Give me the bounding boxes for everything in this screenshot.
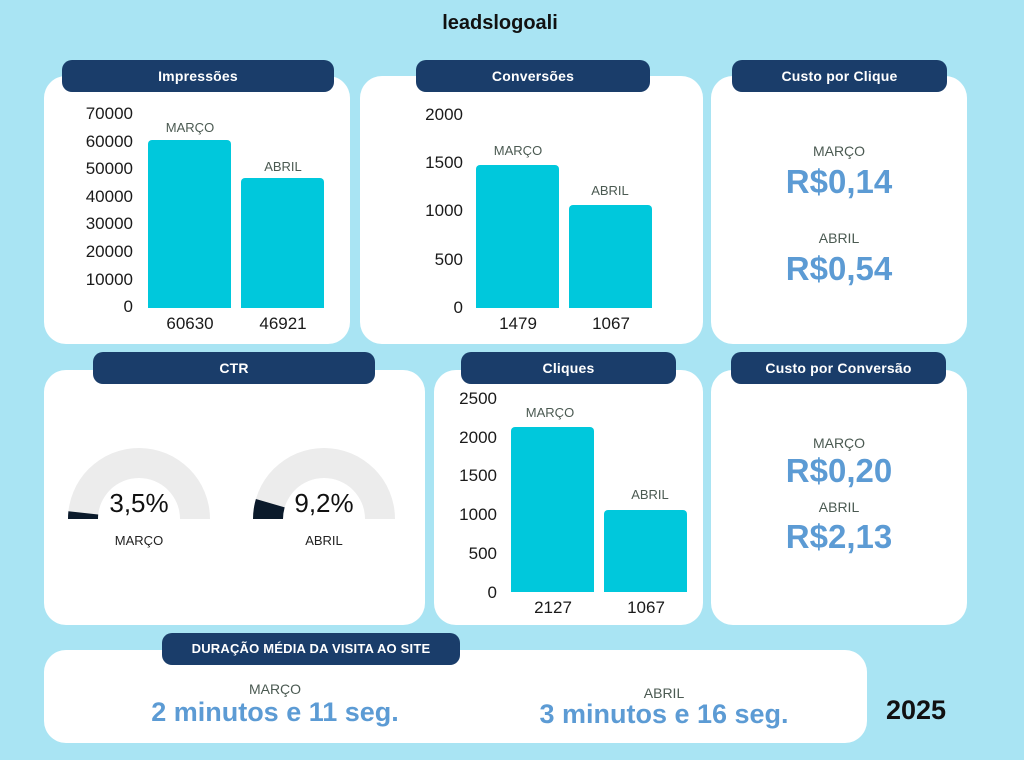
y-tick: 1000 <box>459 505 497 524</box>
cpc-april-label: ABRIL <box>818 230 860 246</box>
y-tick: 10000 <box>85 270 133 289</box>
brand-title: leadslogoali <box>442 12 558 34</box>
march-bar-label: MARÇO <box>493 143 543 158</box>
y-tick: 2000 <box>425 105 463 124</box>
ctr-april-label: ABRIL <box>305 533 343 548</box>
y-tick: 60000 <box>85 132 133 151</box>
ctr-title: CTR <box>93 352 375 384</box>
conversoes-march-bar <box>476 165 559 308</box>
impressoes-march-bar <box>148 140 231 308</box>
gauge-fill <box>253 499 285 519</box>
cpconv-march-label: MARÇO <box>812 435 866 451</box>
gauge-fill <box>67 511 99 519</box>
march-value-label: 1479 <box>499 314 537 333</box>
y-tick: 0 <box>487 583 497 602</box>
april-bar-label: ABRIL <box>264 159 302 174</box>
y-tick: 30000 <box>85 214 133 233</box>
march-bar-label: MARÇO <box>165 120 215 135</box>
cpconv-title: Custo por Conversão <box>731 352 946 384</box>
march-value-label: 60630 <box>166 314 214 333</box>
duracao-april-label: ABRIL <box>643 685 685 701</box>
y-tick: 500 <box>434 250 463 269</box>
ctr-march-label: MARÇO <box>114 533 164 548</box>
y-tick: 70000 <box>85 104 133 123</box>
y-tick: 50000 <box>85 159 133 178</box>
ctr-april-value: 9,2% <box>294 488 354 518</box>
cpc-title: Custo por Clique <box>732 60 947 92</box>
ctr-april-gauge <box>253 448 395 519</box>
cpc-march-value: R$0,14 <box>785 163 893 200</box>
y-tick: 1000 <box>425 201 463 220</box>
cpc-march-label: MARÇO <box>812 143 866 159</box>
y-tick: 1500 <box>459 466 497 485</box>
duracao-april-value: 3 minutos e 16 seg. <box>539 699 789 729</box>
conversoes-april-bar <box>569 205 652 308</box>
y-tick: 40000 <box>85 187 133 206</box>
cpconv-march-value: R$0,20 <box>785 452 893 489</box>
cliques-march-bar <box>511 427 594 592</box>
y-tick: 1500 <box>425 153 463 172</box>
cpc-card <box>711 76 967 344</box>
march-bar-label: MARÇO <box>525 405 575 420</box>
gauge-track <box>68 448 210 519</box>
gauge-track <box>253 448 395 519</box>
cpc-april-value: R$0,54 <box>785 250 893 287</box>
y-tick: 2500 <box>459 389 497 408</box>
cpconv-card <box>711 370 967 625</box>
march-value-label: 2127 <box>534 598 572 617</box>
april-value-label: 1067 <box>627 598 665 617</box>
april-bar-label: ABRIL <box>631 487 669 502</box>
y-tick: 0 <box>453 298 463 317</box>
y-tick: 2000 <box>459 428 497 447</box>
ctr-march-gauge <box>67 448 210 519</box>
duracao-march-value: 2 minutos e 11 seg. <box>151 697 399 727</box>
impressoes-april-bar <box>241 178 324 308</box>
impressoes-title: Impressões <box>62 60 334 92</box>
duracao-title: DURAÇÃO MÉDIA DA VISITA AO SITE <box>162 633 460 665</box>
april-value-label: 1067 <box>592 314 630 333</box>
cliques-april-bar <box>604 510 687 592</box>
duracao-march-label: MARÇO <box>248 681 302 697</box>
cliques-title: Cliques <box>461 352 676 384</box>
cpconv-april-value: R$2,13 <box>785 518 893 555</box>
duracao-card <box>44 650 867 743</box>
april-value-label: 46921 <box>259 314 307 333</box>
conversoes-title: Conversões <box>416 60 650 92</box>
april-bar-label: ABRIL <box>591 183 629 198</box>
y-tick: 20000 <box>85 242 133 261</box>
y-tick: 0 <box>123 297 133 316</box>
year-label: 2025 <box>886 695 947 725</box>
y-tick: 500 <box>468 544 497 563</box>
cpconv-april-label: ABRIL <box>818 499 860 515</box>
ctr-march-value: 3,5% <box>109 488 169 518</box>
